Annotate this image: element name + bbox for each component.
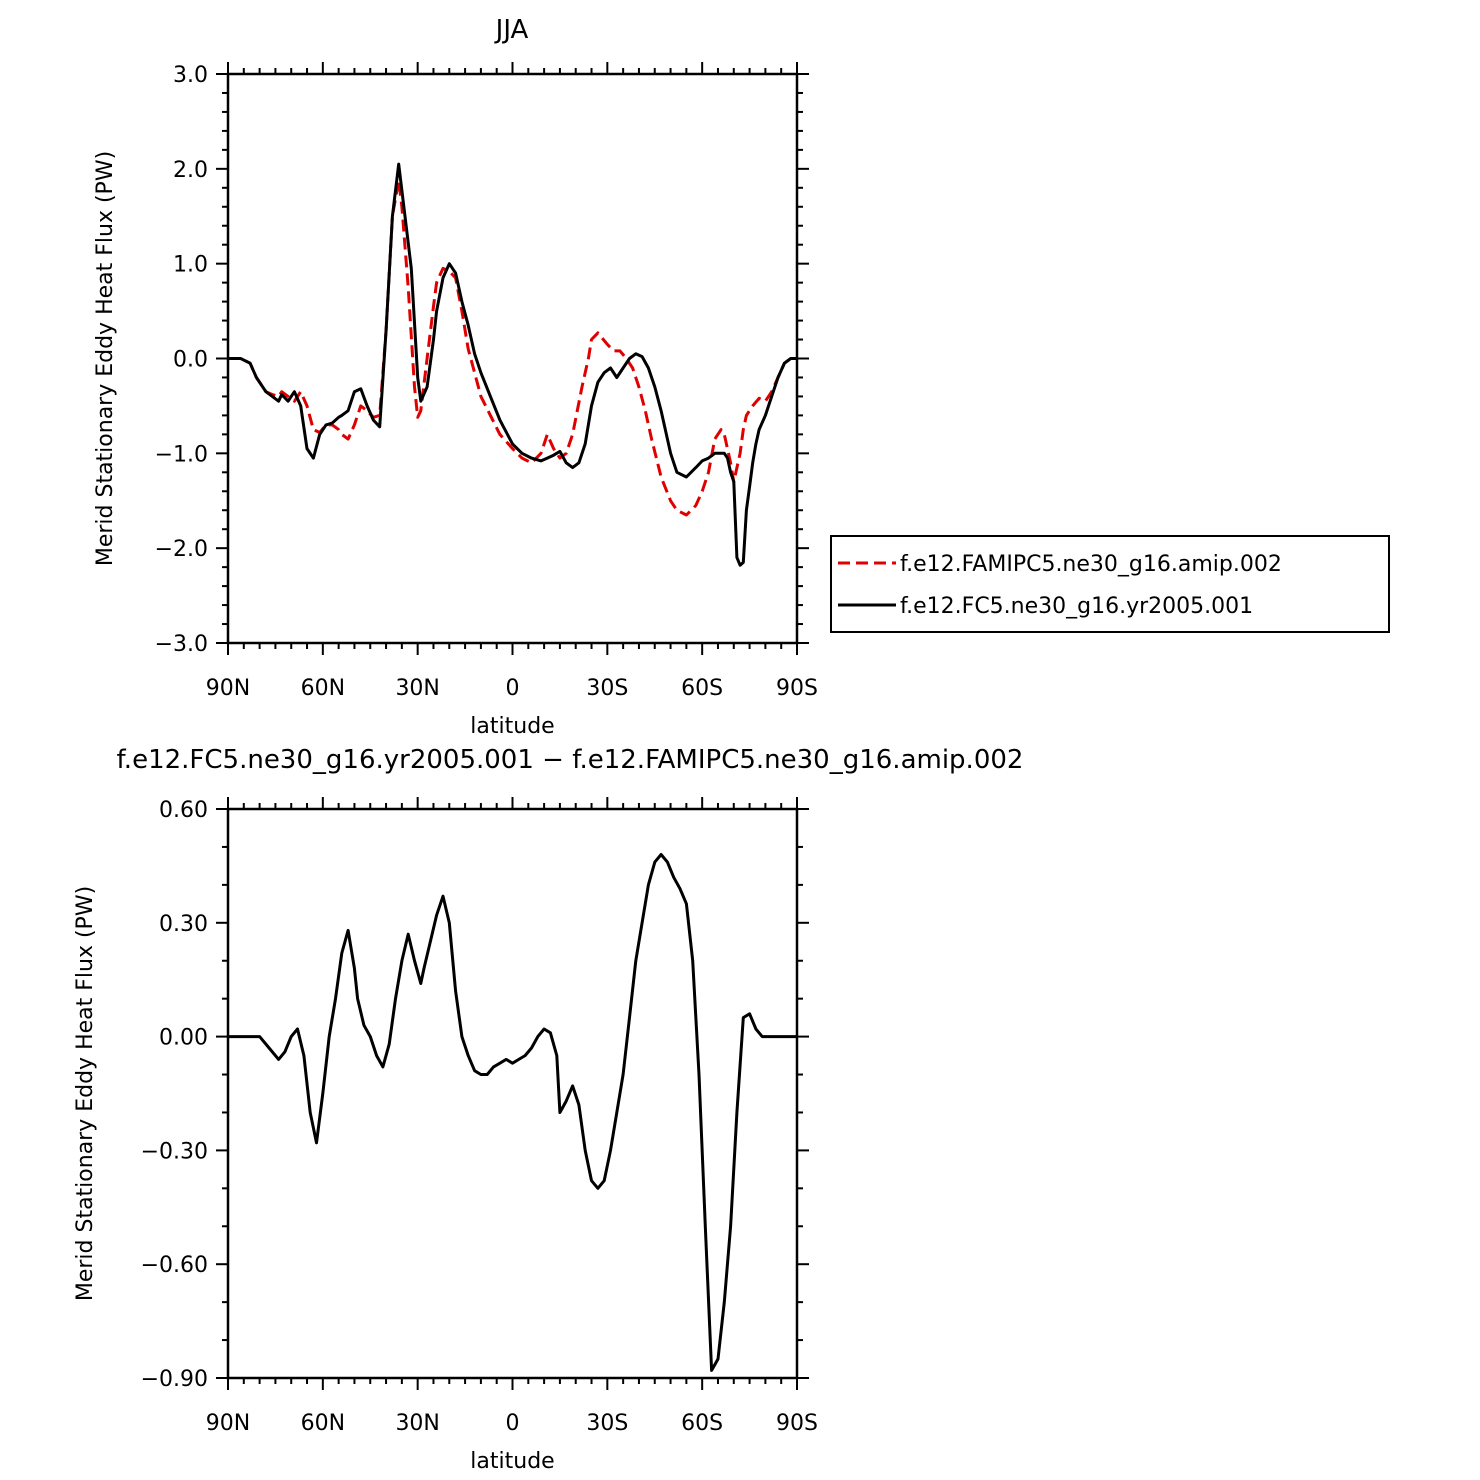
top-y-tick-label: 3.0 [173,63,208,88]
legend: f.e12.FAMIPC5.ne30_g16.amip.002 f.e12.FC5… [830,535,1390,633]
top-x-tick-label: 30N [395,676,439,701]
bottom-series-line-0 [228,853,797,1372]
bottom-plot-frame [226,807,799,1380]
bottom-chart-title: f.e12.FC5.ne30_g16.yr2005.001 − f.e12.FA… [117,745,1024,775]
top-y-tick-label: 0.0 [173,348,208,373]
bottom-y-tick-label: 0.60 [159,798,208,823]
bottom-y-tick-label: −0.90 [141,1367,208,1392]
top-y-tick-label: −3.0 [155,632,208,657]
bottom-y-tick-label: −0.60 [141,1253,208,1278]
bottom-y-axis-label: Merid Stationary Eddy Heat Flux (PW) [73,886,98,1301]
bottom-y-tick-label: −0.30 [141,1139,208,1164]
bottom-plot: f.e12.FC5.ne30_g16.yr2005.001 − f.e12.FA… [73,745,1023,1474]
top-y-tick-label: −1.0 [155,442,208,467]
top-plot-frame [226,72,799,645]
bottom-x-tick-label: 0 [506,1411,520,1436]
legend-label-1: f.e12.FC5.ne30_g16.yr2005.001 [900,594,1253,619]
bottom-y-tick-label: 0.30 [159,912,208,937]
top-x-axis-label: latitude [470,714,554,739]
top-y-tick-label: 1.0 [173,253,208,278]
bottom-x-tick-label: 90N [206,1411,250,1436]
top-y-tick-label: 2.0 [173,158,208,183]
top-plot: JJA 90N 60N 30N 0 30S 60S 90S 3.0 2.0 1.0 0.0 −1.0 −2… [93,15,818,739]
top-y-tick-label: −2.0 [155,537,208,562]
top-x-tick-label: 30S [586,676,628,701]
top-x-tick-label: 90N [206,676,250,701]
top-y-axis-label: Merid Stationary Eddy Heat Flux (PW) [93,151,118,566]
top-x-tick-label: 60S [681,676,723,701]
bottom-x-tick-label: 90S [776,1411,818,1436]
bottom-x-tick-label: 30N [395,1411,439,1436]
bottom-x-axis-label: latitude [470,1449,554,1474]
legend-box [830,535,1390,633]
top-series-line-0 [228,178,797,517]
top-chart-title: JJA [494,15,529,45]
top-x-tick-label: 60N [301,676,345,701]
top-x-tick-label: 90S [776,676,818,701]
bottom-x-tick-label: 60N [301,1411,345,1436]
top-series-line-1 [228,162,797,567]
bottom-x-tick-label: 60S [681,1411,723,1436]
legend-label-0: f.e12.FAMIPC5.ne30_g16.amip.002 [900,552,1282,577]
bottom-y-tick-label: 0.00 [159,1026,208,1051]
top-x-tick-label: 0 [506,676,520,701]
bottom-x-tick-label: 30S [586,1411,628,1436]
